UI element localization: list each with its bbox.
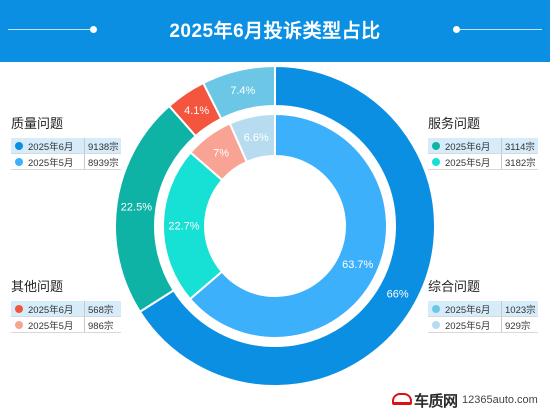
- legend-series-label: 2025年6月: [28, 141, 74, 153]
- legend-separator: [501, 301, 502, 316]
- slice-inner-0: [188, 112, 388, 339]
- legend-value: 568宗: [88, 304, 114, 316]
- legend-value: 986宗: [88, 320, 114, 332]
- legend-dot-icon: [15, 141, 23, 150]
- legend-series-label: 2025年6月: [445, 141, 491, 153]
- legend-series-label: 2025年5月: [445, 157, 491, 169]
- car-logo-icon: [392, 393, 412, 405]
- legend-series-label: 2025年5月: [445, 320, 491, 332]
- slice-outer-3: [201, 64, 276, 121]
- legend-row: 2025年5月 986宗: [11, 317, 121, 333]
- legend-value: 3114宗: [505, 141, 535, 153]
- slice-inner-3: [228, 112, 276, 164]
- slice-label-outer-3: 7.4%: [230, 85, 255, 97]
- legend-series-label: 2025年5月: [28, 320, 74, 332]
- banner-line-right: [458, 29, 542, 30]
- title-banner: 2025年6月投诉类型占比: [0, 0, 550, 62]
- legend-series-label: 2025年6月: [28, 304, 74, 316]
- slice-label-inner-1: 22.7%: [168, 221, 199, 233]
- legend-dot-icon: [432, 157, 440, 166]
- legend-other: 其他问题 2025年6月 568宗 2025年5月 986宗: [11, 276, 121, 333]
- legend-title: 服务问题: [428, 116, 481, 131]
- legend-series-label: 2025年5月: [28, 157, 74, 169]
- legend-title: 综合问题: [428, 279, 481, 294]
- legend-general: 综合问题 2025年6月 1023宗 2025年5月 929宗: [428, 276, 538, 333]
- legend-row: 2025年6月 568宗: [11, 301, 121, 317]
- legend-row: 2025年6月 3114宗: [428, 138, 538, 154]
- banner-dot-right: [453, 26, 460, 33]
- legend-dot-icon: [432, 320, 440, 329]
- legend-dot-icon: [15, 320, 23, 329]
- legend-row: 2025年5月 929宗: [428, 317, 538, 333]
- legend-separator: [84, 301, 85, 316]
- legend-dot-icon: [15, 157, 23, 166]
- slice-label-outer-2: 4.1%: [184, 105, 209, 117]
- legend-dot-icon: [15, 304, 23, 313]
- legend-row: 2025年5月 3182宗: [428, 154, 538, 170]
- legend-title: 质量问题: [11, 116, 64, 131]
- banner-dot-left: [90, 26, 97, 33]
- legend-separator: [501, 138, 502, 153]
- legend-row: 2025年6月 1023宗: [428, 301, 538, 317]
- slice-label-inner-0: 63.7%: [342, 259, 373, 271]
- legend-separator: [84, 138, 85, 153]
- legend-dot-icon: [432, 141, 440, 150]
- legend-separator: [84, 317, 85, 332]
- slice-label-outer-1: 22.5%: [121, 201, 152, 213]
- slice-outer-0: [138, 64, 436, 387]
- legend-separator: [501, 317, 502, 332]
- banner-line-left: [8, 29, 92, 30]
- legend-separator: [84, 154, 85, 169]
- legend-value: 1023宗: [505, 304, 536, 316]
- slice-label-outer-0: 66%: [387, 288, 409, 300]
- legend-value: 3182宗: [505, 157, 536, 169]
- legend-separator: [501, 154, 502, 169]
- legend-row: 2025年6月 9138宗: [11, 138, 121, 154]
- legend-dot-icon: [432, 304, 440, 313]
- logo-text: 车质网: [414, 393, 458, 410]
- legend-row: 2025年5月 8939宗: [11, 154, 121, 170]
- legend-title: 其他问题: [11, 279, 64, 294]
- chart-title: 2025年6月投诉类型占比: [169, 21, 381, 42]
- legend-value: 9138宗: [88, 141, 119, 153]
- logo-url: 12365auto.com: [462, 394, 538, 406]
- legend-service: 服务问题 2025年6月 3114宗 2025年5月 3182宗: [428, 113, 538, 170]
- legend-series-label: 2025年6月: [445, 304, 491, 316]
- slice-label-inner-2: 7%: [213, 148, 229, 160]
- legend-value: 929宗: [505, 320, 531, 332]
- site-logo: 车质网 12365auto.com: [392, 390, 550, 410]
- legend-value: 8939宗: [88, 157, 119, 169]
- legend-quality: 质量问题 2025年6月 9138宗 2025年5月 8939宗: [11, 113, 121, 170]
- slice-label-inner-3: 6.6%: [244, 132, 269, 144]
